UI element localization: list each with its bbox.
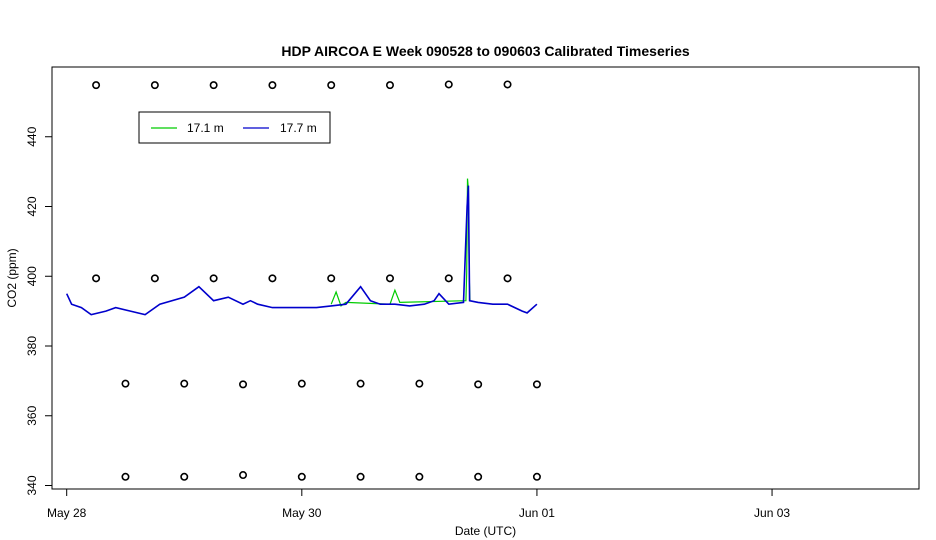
legend-label: 17.7 m bbox=[280, 121, 317, 135]
calibration-point bbox=[532, 472, 541, 481]
series-line-17-7-m bbox=[65, 185, 538, 316]
calibration-point bbox=[92, 81, 101, 90]
calibration-point bbox=[415, 472, 424, 481]
calibration-point bbox=[474, 472, 483, 481]
calibration-point bbox=[209, 81, 218, 90]
calibration-point bbox=[92, 274, 101, 283]
calibration-point bbox=[415, 379, 424, 388]
calibration-point bbox=[268, 274, 277, 283]
chart-title: HDP AIRCOA E Week 090528 to 090603 Calib… bbox=[281, 43, 689, 59]
calibration-point bbox=[150, 81, 159, 90]
calibration-point bbox=[209, 274, 218, 283]
calibration-point bbox=[444, 80, 453, 89]
y-axis-label: CO2 (ppm) bbox=[5, 248, 19, 307]
x-tick-label: Jun 01 bbox=[519, 506, 555, 520]
calibration-point bbox=[297, 472, 306, 481]
calibration-point bbox=[268, 81, 277, 90]
x-axis-label: Date (UTC) bbox=[455, 524, 516, 538]
calibration-point bbox=[444, 274, 453, 283]
calibration-point bbox=[503, 80, 512, 89]
x-tick-label: May 30 bbox=[282, 506, 322, 520]
y-tick-label: 420 bbox=[25, 196, 39, 216]
calibration-point bbox=[532, 380, 541, 389]
y-tick-label: 400 bbox=[25, 266, 39, 286]
calibration-point bbox=[385, 274, 394, 283]
y-tick-label: 380 bbox=[25, 336, 39, 356]
calibration-point bbox=[356, 379, 365, 388]
calibration-point bbox=[180, 472, 189, 481]
calibration-point bbox=[385, 81, 394, 90]
calibration-point bbox=[239, 471, 248, 480]
calibration-point bbox=[150, 274, 159, 283]
calibration-point bbox=[474, 380, 483, 389]
series-line-17-1-m bbox=[330, 178, 471, 307]
y-tick-label: 340 bbox=[25, 475, 39, 495]
x-tick-label: Jun 03 bbox=[754, 506, 790, 520]
calibration-point bbox=[297, 379, 306, 388]
series-lines bbox=[65, 178, 538, 316]
calibration-point bbox=[121, 472, 130, 481]
y-axis: 340 360 380 400 420 440 bbox=[25, 126, 53, 496]
y-tick-label: 360 bbox=[25, 405, 39, 425]
y-tick-label: 440 bbox=[25, 126, 39, 146]
calibration-point bbox=[327, 274, 336, 283]
calibration-point bbox=[356, 472, 365, 481]
x-tick-label: May 28 bbox=[47, 506, 87, 520]
calibration-point bbox=[327, 81, 336, 90]
calibration-point bbox=[180, 379, 189, 388]
calibration-point bbox=[239, 380, 248, 389]
x-axis: May 28 May 30 Jun 01 Jun 03 bbox=[47, 488, 790, 520]
legend: 17.1 m 17.7 m bbox=[138, 111, 331, 144]
legend-label: 17.1 m bbox=[187, 121, 224, 135]
calibration-point bbox=[121, 379, 130, 388]
calibration-points bbox=[92, 80, 541, 481]
calibration-point bbox=[503, 274, 512, 283]
